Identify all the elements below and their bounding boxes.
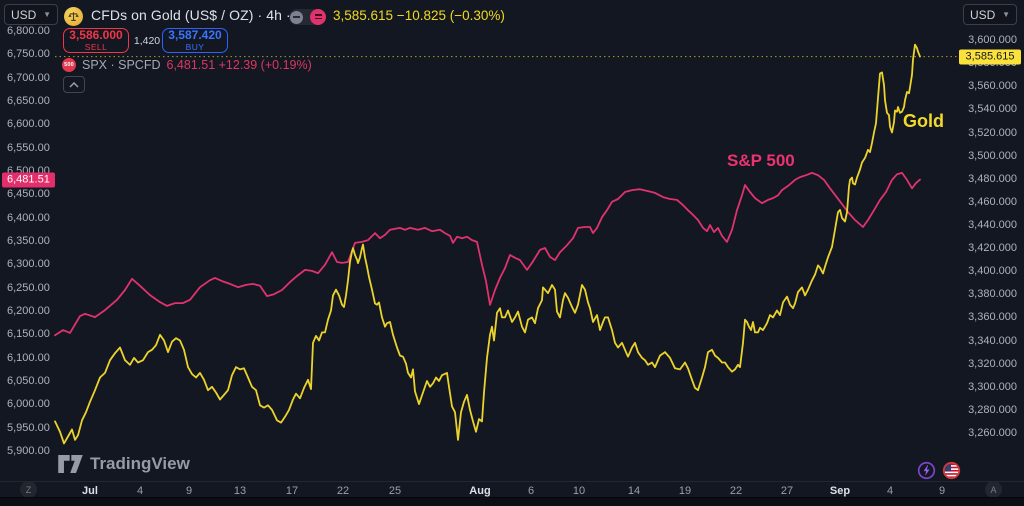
left-axis-tick: 6,700.00 bbox=[7, 71, 50, 84]
time-axis-tick: 4 bbox=[136, 485, 144, 497]
toggle-off-knob bbox=[290, 10, 303, 24]
right-axis-tick: 3,280.000 bbox=[968, 403, 1017, 416]
collapse-legend-button[interactable] bbox=[63, 76, 85, 93]
left-axis-tick: 5,900.00 bbox=[7, 445, 50, 457]
sp500-series-label: S&P 500 bbox=[727, 151, 795, 170]
time-axis-tick: 22 bbox=[336, 485, 350, 497]
currency-dropdown-left[interactable]: USD ▼ bbox=[4, 4, 58, 25]
left-axis-tick: 6,300.00 bbox=[7, 258, 50, 271]
instant-order-lightning-icon[interactable] bbox=[917, 461, 936, 480]
left-axis-tick: 6,350.00 bbox=[7, 235, 50, 247]
right-axis-tick: 3,600.000 bbox=[968, 34, 1017, 46]
tradingview-watermark[interactable]: TradingView bbox=[58, 454, 190, 474]
time-axis-tick: 13 bbox=[233, 485, 247, 497]
gold-line bbox=[54, 43, 921, 445]
buy-price: 3,587.420 bbox=[168, 28, 222, 43]
compare-values: 6,481.51 +12.39 (+0.19%) bbox=[166, 57, 312, 72]
right-axis-tick: 3,540.000 bbox=[968, 103, 1017, 116]
currency-dropdown-left-value: USD bbox=[11, 7, 37, 22]
left-axis-tick: 6,650.00 bbox=[7, 95, 50, 107]
left-axis-tick: 6,450.00 bbox=[7, 188, 50, 201]
time-axis-tick: 6 bbox=[527, 485, 535, 497]
compare-legend-row[interactable]: 500 SPX · SPCFD 6,481.51 +12.39 (+0.19%) bbox=[62, 57, 312, 72]
left-axis-tick: 6,400.00 bbox=[7, 211, 50, 224]
right-axis-tick: 3,480.000 bbox=[968, 172, 1017, 185]
time-axis-tick: 10 bbox=[572, 485, 586, 497]
sp500-line bbox=[54, 171, 921, 337]
left-axis-tick: 6,550.00 bbox=[7, 141, 50, 154]
sell-button[interactable]: 3,586.000 SELL bbox=[63, 28, 129, 53]
right-axis-tick: 3,500.000 bbox=[968, 149, 1017, 162]
right-axis-tick: 3,380.000 bbox=[968, 288, 1017, 301]
time-axis-tick: 17 bbox=[285, 485, 299, 497]
buy-label: BUY bbox=[185, 42, 205, 53]
currency-dropdown-right[interactable]: USD ▼ bbox=[963, 4, 1017, 25]
spread-value: 1,420 bbox=[133, 35, 161, 47]
symbol-title[interactable]: CFDs on Gold (US$ / OZ) · 4h · TVC bbox=[91, 7, 323, 23]
right-axis-tick: 3,560.000 bbox=[968, 80, 1017, 93]
bottom-window-strip bbox=[0, 497, 1024, 506]
gold-symbol-icon bbox=[64, 7, 83, 26]
sell-label: SELL bbox=[84, 42, 108, 53]
right-axis-tick: 3,400.000 bbox=[968, 265, 1017, 278]
left-axis-tick: 6,200.00 bbox=[7, 305, 50, 317]
gold-last-price-badge: 3,585.615 bbox=[959, 49, 1021, 65]
right-axis-tick: 3,460.000 bbox=[968, 195, 1017, 208]
time-axis-tick: Jul bbox=[82, 485, 98, 497]
currency-dropdown-right-value: USD bbox=[970, 7, 996, 22]
right-axis-tick: 3,320.000 bbox=[968, 357, 1017, 370]
right-axis-tick: 3,340.000 bbox=[968, 334, 1017, 347]
right-axis-tick: 3,260.000 bbox=[968, 427, 1017, 439]
right-axis-tick: 3,440.000 bbox=[968, 218, 1017, 231]
compare-symbol: SPX · SPCFD bbox=[82, 57, 161, 72]
scales-glyph bbox=[68, 12, 79, 21]
sell-price: 3,586.000 bbox=[69, 28, 123, 43]
left-axis-tick: 6,750.00 bbox=[7, 48, 50, 61]
left-axis-tick: 6,150.00 bbox=[7, 328, 50, 341]
time-axis-tick: 25 bbox=[388, 485, 402, 497]
chevron-up-icon bbox=[69, 81, 79, 88]
tradingview-logo-icon bbox=[58, 455, 83, 473]
chevron-down-icon: ▼ bbox=[43, 10, 51, 19]
buy-button[interactable]: 3,587.420 BUY bbox=[162, 28, 228, 53]
left-axis-tick: 6,100.00 bbox=[7, 351, 50, 364]
left-axis-tick: 6,250.00 bbox=[7, 281, 50, 294]
sp500-last-price-badge: 6,481.51 bbox=[2, 172, 55, 188]
time-scale[interactable]: Jul 4 9 13 17 22 25 Aug 6 10 14 19 22 27 Sep 4 9 bbox=[0, 481, 1024, 497]
time-axis-tick: 19 bbox=[678, 485, 692, 497]
timezone-button[interactable]: Z bbox=[20, 481, 37, 498]
gold-series-label: Gold bbox=[903, 111, 944, 131]
right-axis-tick: 3,420.000 bbox=[968, 242, 1017, 255]
right-axis-tick: 3,300.000 bbox=[968, 380, 1017, 393]
time-axis-tick: 4 bbox=[886, 485, 894, 497]
tradingview-watermark-text: TradingView bbox=[90, 454, 190, 473]
compare-toggle[interactable] bbox=[289, 9, 326, 25]
time-axis-tick: 27 bbox=[780, 485, 794, 497]
left-axis-tick: 6,000.00 bbox=[7, 398, 50, 411]
auto-scale-button[interactable]: A bbox=[985, 481, 1002, 498]
time-axis-tick: Sep bbox=[829, 485, 851, 497]
time-axis-tick: Aug bbox=[469, 485, 491, 497]
time-axis-tick: 9 bbox=[185, 485, 193, 497]
time-axis-tick: 9 bbox=[938, 485, 946, 497]
sp500-icon: 500 bbox=[62, 57, 76, 72]
toggle-on-knob bbox=[310, 9, 326, 25]
right-axis-tick: 3,520.000 bbox=[968, 126, 1017, 139]
time-axis-tick: 14 bbox=[627, 485, 641, 497]
left-axis-tick: 6,600.00 bbox=[7, 118, 50, 131]
chevron-down-icon: ▼ bbox=[1002, 10, 1010, 19]
left-axis-tick: 5,950.00 bbox=[7, 421, 50, 434]
last-price-and-change: 3,585.615 −10.825 (−0.30%) bbox=[333, 8, 505, 23]
right-axis-tick: 3,360.000 bbox=[968, 311, 1017, 324]
us-flag-icon[interactable] bbox=[942, 461, 961, 480]
left-axis-tick: 6,050.00 bbox=[7, 375, 50, 387]
time-axis-tick: 22 bbox=[729, 485, 743, 497]
left-axis-tick: 6,800.00 bbox=[7, 25, 50, 37]
